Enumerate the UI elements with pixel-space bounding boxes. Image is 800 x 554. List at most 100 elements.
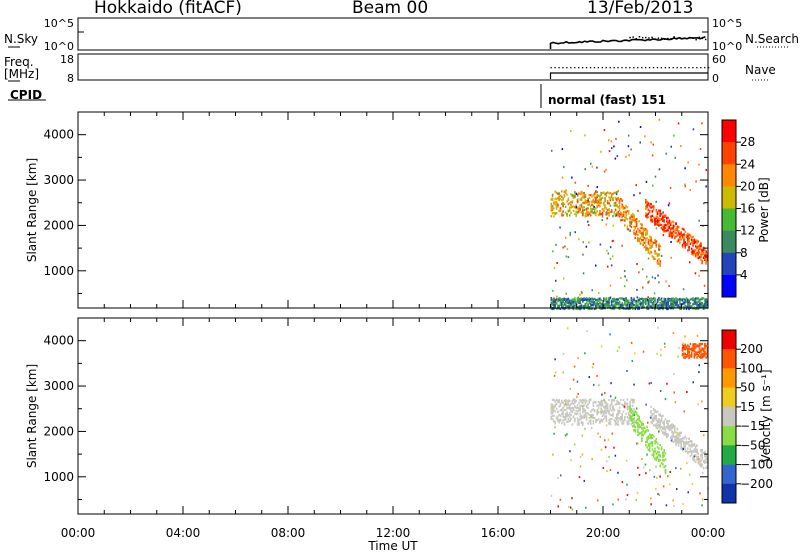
echo-cell [678,346,680,349]
echo-cell [575,303,577,306]
echo-cell [571,176,573,179]
echo-cell [576,420,579,423]
echo-cell [618,346,621,349]
echo-cell [647,305,650,308]
echo-cell [665,504,668,507]
echo-cell [648,235,651,238]
echo-cell [669,222,672,225]
echo-cell [651,422,654,425]
echo-cell [701,260,703,263]
echo-cell [656,456,659,459]
echo-cell [656,301,659,304]
echo-cell [659,475,661,478]
echo-cell [622,210,625,213]
echo-cell [675,443,677,446]
echo-cell [630,341,633,344]
echo-cell [693,238,696,241]
echo-cell [692,128,695,131]
echo-cell [672,435,675,438]
echo-cell [616,155,619,158]
echo-cell [554,197,556,200]
echo-cell [624,415,626,419]
echo-cell [592,404,595,407]
echo-cell [630,225,633,228]
echo-cell [667,303,669,306]
echo-cell [655,456,658,459]
echo-cell [692,458,694,461]
echo-cell [563,302,566,305]
echo-cell [677,434,680,437]
echo-cell [655,414,658,418]
echo-cell [654,250,656,253]
echo-cell [579,305,581,308]
echo-cell [677,233,680,236]
nave-dot [668,67,670,69]
echo-cell [690,441,693,444]
echo-cell [651,298,654,301]
echo-cell [597,499,599,502]
echo-cell [675,437,677,440]
echo-cell [698,350,701,353]
echo-cell [553,420,555,423]
echo-cell [595,191,597,194]
echo-cell [654,221,656,224]
echo-cell [687,249,689,252]
echo-cell [660,226,663,229]
echo-cell [618,200,621,203]
echo-cell [667,204,670,207]
echo-cell [599,421,601,424]
echo-cell [673,235,676,238]
echo-cell [671,427,673,430]
echo-cell [553,304,555,308]
echo-cell [566,193,568,196]
echo-cell [601,404,604,407]
echo-cell [574,212,576,216]
echo-cell [697,250,700,253]
echo-cell [685,301,688,304]
echo-cell [620,198,622,201]
echo-cell [568,505,570,508]
echo-cell [704,248,706,251]
echo-cell [694,351,697,354]
echo-cell [600,193,602,196]
echo-cell [639,425,642,428]
echo-cell [692,240,694,243]
date-title: 13/Feb/2013 [587,0,694,18]
echo-cell [613,212,616,215]
echo-cell [697,245,700,248]
echo-cell [637,239,639,242]
nsearch-dot [657,37,660,39]
echo-cell [576,201,579,204]
echo-cell [585,400,588,403]
echo-cell [614,201,617,204]
nsky-tick-bottom: 10^0 [44,40,74,53]
echo-cell [694,345,697,348]
nave-dot [688,67,690,69]
echo-cell [663,215,665,218]
echo-cell [562,406,564,409]
echo-cell [617,411,619,414]
echo-cell [562,277,565,280]
echo-cell [618,215,621,218]
x-axis-label: Time UT [367,539,418,553]
echo-cell [674,401,677,404]
echo-cell [614,298,617,301]
echo-cell [552,250,554,253]
echo-cell [650,297,652,300]
echo-cell [631,213,634,216]
echo-cell [608,297,610,300]
colorbar-tick-label: 24 [740,157,755,171]
echo-cell [656,450,659,453]
echo-cell [658,447,660,450]
echo-cell [604,415,606,418]
echo-cell [576,194,579,197]
echo-cell [662,426,664,429]
echo-cell [642,235,644,239]
echo-cell [576,406,579,409]
echo-cell [679,235,681,238]
echo-cell [651,441,654,444]
echo-cell [617,420,619,423]
echo-cell [582,411,584,414]
echo-cell [651,413,654,416]
